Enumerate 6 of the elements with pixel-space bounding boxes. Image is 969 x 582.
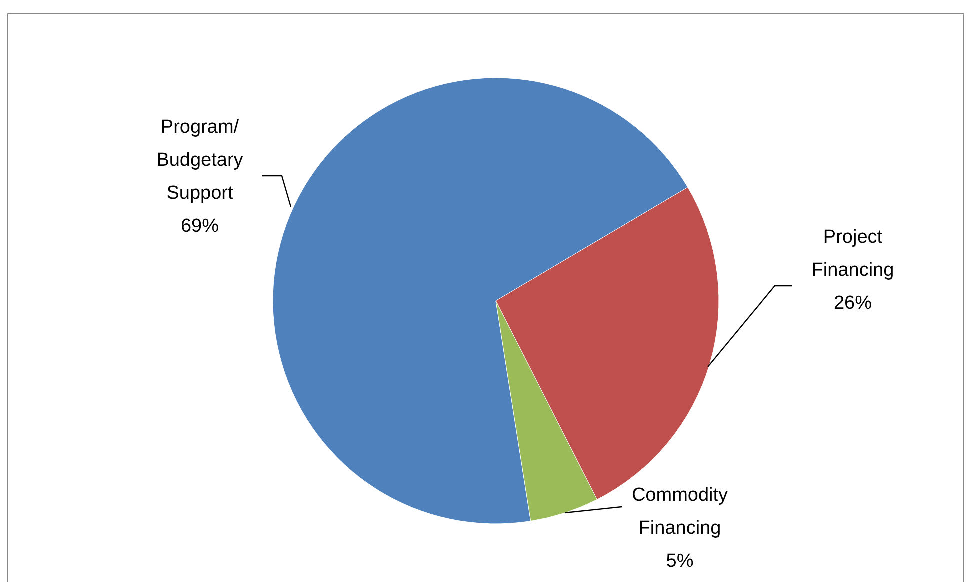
slice-label: Program/ Budgetary Support (156, 117, 244, 204)
data-label: 26% (834, 293, 872, 314)
data-label: 5% (666, 551, 694, 572)
slice-label: Commodity Financing (632, 485, 729, 539)
data-label: 69% (180, 216, 220, 237)
slice-label: Project Financing (812, 227, 894, 281)
